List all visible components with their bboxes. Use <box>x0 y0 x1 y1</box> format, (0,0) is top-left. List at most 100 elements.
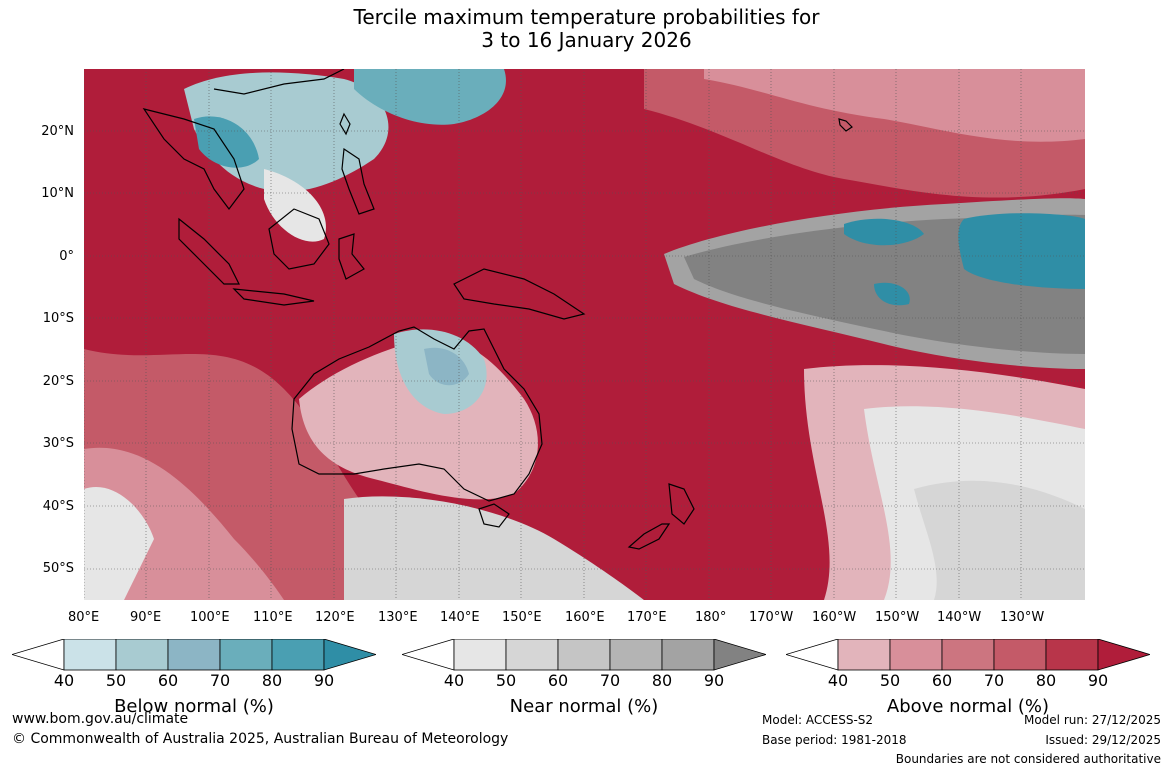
region-south-pacific-near2 <box>914 480 1085 600</box>
taiwan-coast <box>339 112 351 136</box>
hawaii-coast <box>838 118 853 132</box>
north-island-nz-coast <box>668 483 695 525</box>
lon-label: 130°W <box>1000 610 1045 625</box>
tick-label: 60 <box>931 671 953 690</box>
lat-label: 10°N <box>41 186 74 201</box>
tick-label: 70 <box>209 671 231 690</box>
colorbar-segment <box>453 639 507 671</box>
borneo-coast <box>268 208 330 270</box>
lon-label: 160°W <box>812 610 857 625</box>
tick-label: 50 <box>495 671 517 690</box>
lat-label: 50°S <box>42 561 74 576</box>
lon-label: 170°W <box>749 610 794 625</box>
colorbar-extend-low <box>12 639 65 671</box>
colorbar-segment <box>889 639 943 671</box>
model-text: Model: ACCESS-S2 <box>762 713 874 727</box>
colorbar-segment <box>115 639 169 671</box>
lat-label: 0° <box>59 249 74 264</box>
java-coast <box>232 288 315 306</box>
region-indochina-below <box>194 116 259 168</box>
lon-label: 130°E <box>378 610 418 625</box>
south-island-nz-coast <box>627 523 671 550</box>
colorbar-segment <box>505 639 559 671</box>
bom-climate-link[interactable]: www.bom.gov.au/climate <box>12 711 189 727</box>
sulawesi-coast <box>338 233 365 280</box>
tick-label: 70 <box>599 671 621 690</box>
tick-label: 90 <box>1087 671 1109 690</box>
colorbar-segment <box>661 639 715 671</box>
tasmania-coast <box>478 503 510 528</box>
tick-label: 90 <box>703 671 725 690</box>
colorbar-segment <box>219 639 273 671</box>
tick-label: 80 <box>651 671 673 690</box>
lat-label: 30°S <box>42 436 74 451</box>
china-coast <box>213 69 345 95</box>
colorbar-above-normal <box>786 639 1150 671</box>
sumatra-coast <box>178 217 240 285</box>
indochina-coast <box>142 108 245 210</box>
disclaimer-text: Boundaries are not considered authoritat… <box>895 752 1161 766</box>
tick-label: 80 <box>1035 671 1057 690</box>
lon-label: 120°E <box>315 610 355 625</box>
region-malay-near <box>264 169 326 242</box>
new-guinea-coast <box>453 268 586 320</box>
region-southwest-near <box>84 487 154 600</box>
colorbar-title-above: Above normal (%) <box>886 696 1050 717</box>
colorbar-segment <box>609 639 663 671</box>
region-south-australia-near <box>344 496 644 600</box>
tick-label: 50 <box>879 671 901 690</box>
lon-label: 150°W <box>875 610 920 625</box>
tick-label: 40 <box>53 671 75 690</box>
colorbar-extend-low <box>786 639 839 671</box>
colorbar-below-normal <box>12 639 376 671</box>
region-far-north-pacific <box>704 69 1085 142</box>
lat-label: 40°S <box>42 499 74 514</box>
colorbar-extend-low <box>402 639 455 671</box>
colorbar-extend-high <box>323 639 376 671</box>
tick-label: 40 <box>827 671 849 690</box>
lon-label: 80°E <box>68 610 100 625</box>
colorbar-segment <box>837 639 891 671</box>
chart-title-line1: Tercile maximum temperature probabilitie… <box>353 5 820 29</box>
tick-label: 60 <box>547 671 569 690</box>
coastlines <box>142 69 853 550</box>
philippines-coast <box>341 147 375 215</box>
region-below-1 <box>844 218 924 246</box>
colorbar-segment <box>63 639 117 671</box>
issued-text: Issued: 29/12/2025 <box>1045 733 1161 747</box>
lat-label: 20°N <box>41 124 74 139</box>
graticule <box>84 69 1085 600</box>
base-period-text: Base period: 1981-2018 <box>762 733 907 747</box>
colorbar-extend-high <box>1097 639 1150 671</box>
tick-label: 90 <box>313 671 335 690</box>
region-australia-below-core <box>424 347 469 386</box>
tick-label: 60 <box>157 671 179 690</box>
model-run-text: Model run: 27/12/2025 <box>1023 713 1161 727</box>
lon-label: 140°W <box>937 610 982 625</box>
colorbar-segment <box>941 639 995 671</box>
region-below-2 <box>958 213 1085 289</box>
tick-label: 70 <box>983 671 1005 690</box>
colorbar-near-normal <box>402 639 766 671</box>
region-south-china-below <box>354 69 506 125</box>
region-below-3 <box>874 282 910 306</box>
lat-label: 20°S <box>42 374 74 389</box>
lon-label: 170°E <box>627 610 667 625</box>
colorbar-segment <box>557 639 611 671</box>
tick-label: 40 <box>443 671 465 690</box>
colorbar-extend-high <box>713 639 766 671</box>
lon-label: 140°E <box>440 610 480 625</box>
copyright-text: © Commonwealth of Australia 2025, Austra… <box>12 731 509 747</box>
australia-coast <box>291 326 543 502</box>
lon-label: 150°E <box>502 610 542 625</box>
probability-map <box>84 69 1085 600</box>
lat-label: 10°S <box>42 311 74 326</box>
lon-label: 180° <box>695 610 727 625</box>
colorbar-segment <box>167 639 221 671</box>
lon-label: 90°E <box>130 610 162 625</box>
lon-label: 100°E <box>190 610 230 625</box>
colorbar-segment <box>1045 639 1099 671</box>
colorbar-segment <box>271 639 325 671</box>
chart-title-line2: 3 to 16 January 2026 <box>481 28 692 52</box>
colorbar-title-below: Below normal (%) <box>114 696 274 717</box>
